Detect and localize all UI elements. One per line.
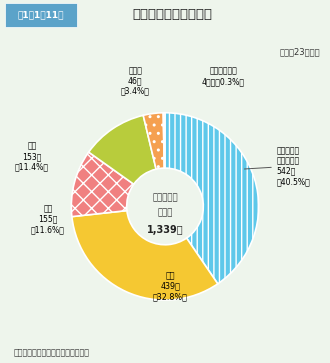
Wedge shape xyxy=(163,113,165,168)
Text: 自殺
153人
（11.4%）: 自殺 153人 （11.4%） xyxy=(15,142,49,171)
Wedge shape xyxy=(71,152,134,217)
Text: （備考）　「火災報告」により作成: （備考） 「火災報告」により作成 xyxy=(13,348,89,358)
Text: 第1－1－11図: 第1－1－11図 xyxy=(18,11,64,19)
Bar xyxy=(5,3,77,27)
Wedge shape xyxy=(89,115,156,184)
Text: 火傷
439人
（32.8%）: 火傷 439人 （32.8%） xyxy=(153,272,188,301)
Wedge shape xyxy=(72,211,218,300)
Text: 死因別の死者発生状況: 死因別の死者発生状況 xyxy=(132,8,212,21)
Text: 1,339人: 1,339人 xyxy=(147,225,183,235)
Text: その他
46人
（3.4%）: その他 46人 （3.4%） xyxy=(121,66,149,96)
Text: 打撲・骨折等
4人　（0.3%）: 打撲・骨折等 4人 （0.3%） xyxy=(202,67,245,86)
Text: （平成23年中）: （平成23年中） xyxy=(280,47,320,56)
Wedge shape xyxy=(165,113,259,284)
Text: 死者数: 死者数 xyxy=(157,208,173,217)
Text: 建物火災の: 建物火災の xyxy=(152,193,178,203)
Text: 不明
155人
（11.6%）: 不明 155人 （11.6%） xyxy=(31,204,65,234)
Text: 一酸化炭素
中毒・窒息
542人
（40.5%）: 一酸化炭素 中毒・窒息 542人 （40.5%） xyxy=(245,146,311,186)
Wedge shape xyxy=(143,113,164,169)
